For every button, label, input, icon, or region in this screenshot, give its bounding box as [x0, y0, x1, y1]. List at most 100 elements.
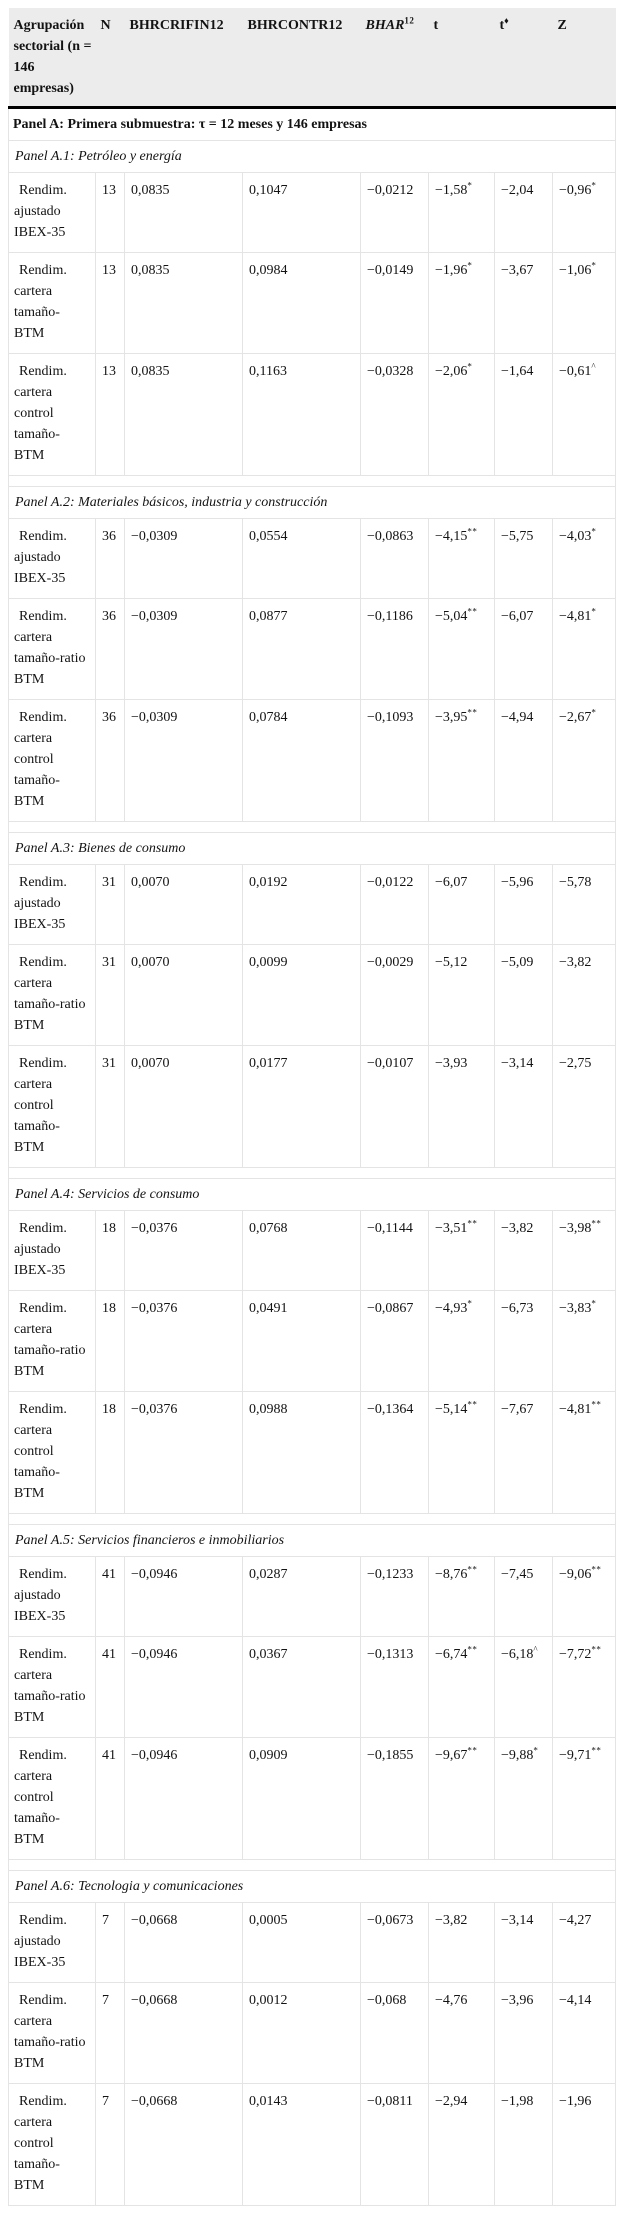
cell-t: −2,06* — [428, 353, 495, 476]
cell-bhrcrifin: 0,0835 — [124, 353, 243, 476]
results-table: Agrupación sectorial (n = 146 empresas) … — [8, 8, 616, 2206]
cell-t: −2,94 — [428, 2083, 495, 2206]
cell-bhrcrifin: 0,0070 — [124, 1045, 243, 1168]
panel-a1-title: Panel A.1: Petróleo y energía — [8, 140, 616, 173]
cell-bhrcrifin: −0,0946 — [124, 1636, 243, 1738]
cell-t-diamond: −5,96 — [494, 864, 553, 945]
cell-t: −3,51** — [428, 1210, 495, 1291]
cell-z: −9,06** — [552, 1556, 616, 1637]
table-row: Rendim. cartera tamaño-ratio BTM 18 −0,0… — [8, 1290, 616, 1392]
panel-spacer — [8, 1167, 616, 1179]
cell-z: −0,61^ — [552, 353, 616, 476]
cell-t: −6,07 — [428, 864, 495, 945]
row-label: Rendim. ajustado IBEX-35 — [8, 172, 96, 253]
cell-bhrcontr: 0,0177 — [242, 1045, 361, 1168]
cell-bhar: −0,0328 — [360, 353, 429, 476]
row-label: Rendim. cartera tamaño-BTM — [8, 252, 96, 354]
cell-bhar: −0,1855 — [360, 1737, 429, 1860]
panel-a1-title-row: Panel A.1: Petróleo y energía — [8, 140, 616, 173]
col-header-agrupacion-sectorial: Agrupación sectorial (n = 146 empresas) — [8, 8, 96, 109]
col-header-bhrcontr12: BHRCONTR12 — [242, 8, 361, 109]
cell-bhrcontr: 0,0877 — [242, 598, 361, 700]
table-row: Rendim. ajustado IBEX-35 18 −0,0376 0,07… — [8, 1210, 616, 1291]
cell-n: 41 — [95, 1737, 125, 1860]
cell-z: −4,03* — [552, 518, 616, 599]
panel-spacer — [8, 475, 616, 487]
cell-n: 18 — [95, 1290, 125, 1392]
cell-t: −3,82 — [428, 1902, 495, 1983]
cell-bhrcrifin: 0,0835 — [124, 172, 243, 253]
cell-t-diamond: −6,18^ — [494, 1636, 553, 1738]
cell-bhrcrifin: −0,0376 — [124, 1391, 243, 1514]
cell-n: 41 — [95, 1636, 125, 1738]
cell-t-diamond: −7,67 — [494, 1391, 553, 1514]
table-row: Rendim. ajustado IBEX-35 41 −0,0946 0,02… — [8, 1556, 616, 1637]
cell-bhar: −0,1144 — [360, 1210, 429, 1291]
cell-bhrcontr: 0,0784 — [242, 699, 361, 822]
cell-n: 36 — [95, 598, 125, 700]
col-header-bhar12: BHAR12 — [360, 8, 429, 109]
cell-t-diamond: −5,09 — [494, 944, 553, 1046]
cell-t: −3,93 — [428, 1045, 495, 1168]
row-label: Rendim. ajustado IBEX-35 — [8, 1556, 96, 1637]
cell-bhar: −0,068 — [360, 1982, 429, 2084]
cell-bhar: −0,0867 — [360, 1290, 429, 1392]
cell-z: −3,82 — [552, 944, 616, 1046]
cell-n: 31 — [95, 1045, 125, 1168]
cell-bhar: −0,1233 — [360, 1556, 429, 1637]
panel-spacer-row — [8, 1859, 616, 1871]
cell-bhrcontr: 0,1163 — [242, 353, 361, 476]
cell-t-diamond: −3,67 — [494, 252, 553, 354]
cell-bhar: −0,0863 — [360, 518, 429, 599]
panel-a2-title: Panel A.2: Materiales básicos, industria… — [8, 486, 616, 519]
cell-bhrcrifin: −0,0946 — [124, 1737, 243, 1860]
cell-t: −9,67** — [428, 1737, 495, 1860]
cell-z: −4,81** — [552, 1391, 616, 1514]
row-label: Rendim. cartera control tamaño-BTM — [8, 2083, 96, 2206]
cell-z: −4,27 — [552, 1902, 616, 1983]
panel-a3-title: Panel A.3: Bienes de consumo — [8, 832, 616, 865]
cell-bhrcrifin: 0,0835 — [124, 252, 243, 354]
table-row: Rendim. ajustado IBEX-35 13 0,0835 0,104… — [8, 172, 616, 253]
panel-spacer-row — [8, 475, 616, 487]
panel-spacer — [8, 1859, 616, 1871]
cell-bhrcontr: 0,0143 — [242, 2083, 361, 2206]
row-label: Rendim. cartera control tamaño-BTM — [8, 1391, 96, 1514]
cell-n: 36 — [95, 699, 125, 822]
panel-a5-title: Panel A.5: Servicios financieros e inmob… — [8, 1524, 616, 1557]
cell-t: −5,12 — [428, 944, 495, 1046]
panel-spacer-row — [8, 1167, 616, 1179]
cell-bhrcrifin: −0,0668 — [124, 1902, 243, 1983]
cell-n: 18 — [95, 1391, 125, 1514]
cell-t-diamond: −6,73 — [494, 1290, 553, 1392]
row-label: Rendim. cartera tamaño-ratio BTM — [8, 1636, 96, 1738]
cell-t-diamond: −1,64 — [494, 353, 553, 476]
cell-z: −4,81* — [552, 598, 616, 700]
row-label: Rendim. ajustado IBEX-35 — [8, 1902, 96, 1983]
panel-a-title-row: Panel A: Primera submuestra: τ = 12 mese… — [8, 107, 616, 141]
cell-t: −6,74** — [428, 1636, 495, 1738]
cell-n: 36 — [95, 518, 125, 599]
panel-a4-title: Panel A.4: Servicios de consumo — [8, 1178, 616, 1211]
cell-bhar: −0,0107 — [360, 1045, 429, 1168]
cell-bhrcrifin: −0,0309 — [124, 598, 243, 700]
cell-bhrcontr: 0,0768 — [242, 1210, 361, 1291]
table-row: Rendim. cartera tamaño-ratio BTM 31 0,00… — [8, 944, 616, 1046]
cell-z: −2,67* — [552, 699, 616, 822]
cell-t-diamond: −3,82 — [494, 1210, 553, 1291]
row-label: Rendim. cartera control tamaño-BTM — [8, 1045, 96, 1168]
table-row: Rendim. cartera tamaño-ratio BTM 41 −0,0… — [8, 1636, 616, 1738]
cell-t: −1,58* — [428, 172, 495, 253]
col-header-n: N — [95, 8, 125, 109]
cell-t: −4,15** — [428, 518, 495, 599]
col-header-t-diamond: t♦ — [494, 8, 553, 109]
cell-t: −4,76 — [428, 1982, 495, 2084]
cell-bhrcontr: 0,0984 — [242, 252, 361, 354]
cell-n: 31 — [95, 864, 125, 945]
cell-n: 18 — [95, 1210, 125, 1291]
panel-a6-title-row: Panel A.6: Tecnologia y comunicaciones — [8, 1870, 616, 1903]
row-label: Rendim. cartera tamaño-ratio BTM — [8, 598, 96, 700]
cell-bhrcontr: 0,0192 — [242, 864, 361, 945]
cell-bhar: −0,0673 — [360, 1902, 429, 1983]
cell-n: 13 — [95, 353, 125, 476]
